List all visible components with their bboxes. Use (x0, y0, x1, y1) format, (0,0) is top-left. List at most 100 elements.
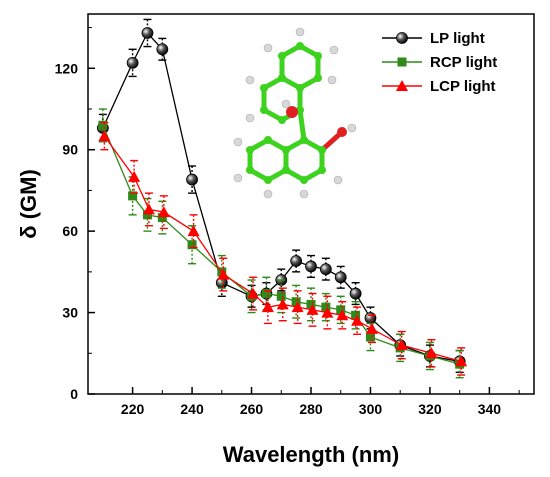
carbon-atom (314, 74, 322, 82)
y-tick-label: 0 (70, 386, 78, 402)
data-point (291, 301, 304, 313)
carbon-atom (278, 52, 286, 60)
carbon-atom (282, 146, 290, 154)
carbon-atom (296, 42, 304, 50)
x-tick-label: 260 (240, 401, 264, 417)
carbon-atom (264, 176, 272, 184)
carbon-atom (246, 146, 254, 154)
hydrogen-atom (333, 175, 343, 185)
data-point (336, 309, 349, 321)
hydrogen-atom (233, 173, 243, 183)
hydrogen-atom (245, 113, 255, 123)
hydrogen-atom (263, 43, 273, 53)
data-point (291, 297, 301, 307)
data-point (142, 210, 152, 220)
data-point (290, 255, 303, 267)
data-point (319, 263, 332, 276)
data-point (98, 120, 108, 130)
x-tick-label: 240 (180, 401, 204, 417)
y-tick-label: 60 (62, 223, 78, 239)
legend-marker (397, 57, 407, 67)
carbon-atom (318, 166, 326, 174)
data-point (306, 299, 316, 309)
hydrogen-atom (245, 75, 255, 85)
x-tick-label: 220 (121, 401, 145, 417)
legend-marker (396, 32, 408, 44)
carbon-atom (300, 176, 308, 184)
hydrogen-atom (299, 189, 309, 199)
data-point (395, 339, 408, 351)
hydrogen-atom (329, 45, 339, 55)
carbon-atom (260, 84, 268, 92)
bond (297, 107, 307, 143)
legend: LP light RCP light LCP light (376, 22, 526, 104)
data-point (156, 43, 169, 56)
data-point (351, 310, 361, 320)
hydrogen-atom (295, 27, 305, 37)
data-point (128, 170, 141, 182)
x-tick-label: 340 (478, 401, 502, 417)
carbon-atom (282, 166, 290, 174)
data-point (321, 302, 331, 312)
x-tick-label: 280 (299, 401, 323, 417)
data-point (217, 268, 230, 280)
data-point (126, 56, 139, 69)
hydrogen-atom (233, 137, 243, 147)
data-point (157, 206, 170, 218)
data-point (276, 298, 289, 310)
hydrogen-atom (281, 99, 291, 109)
data-point (128, 191, 138, 201)
data-point (305, 260, 317, 273)
data-point (365, 322, 378, 334)
oxygen-atom (337, 127, 347, 137)
x-tick-label: 320 (418, 401, 442, 417)
carbon-atom (264, 136, 272, 144)
data-point (261, 289, 271, 299)
data-point (141, 27, 154, 39)
data-point (349, 287, 362, 300)
x-tick-label: 300 (359, 401, 383, 417)
data-point (365, 332, 375, 342)
data-point (261, 301, 274, 313)
data-point (321, 306, 334, 318)
carbon-atom (314, 52, 322, 60)
data-point (364, 312, 377, 324)
carbon-atom (260, 106, 268, 114)
y-tick-label: 90 (62, 142, 78, 158)
data-point (306, 303, 319, 315)
series-layer (96, 18, 468, 379)
x-axis-title: Wavelength (nm) (223, 442, 399, 467)
data-point (98, 130, 111, 142)
hydrogen-atom (327, 75, 337, 85)
legend-label: LP light (430, 30, 485, 47)
data-point (455, 355, 468, 367)
legend-label: LCP light (430, 78, 496, 95)
data-point (187, 225, 200, 237)
molecule-illustration (233, 27, 357, 199)
carbon-atom (296, 84, 304, 92)
hydrogen-atom (347, 123, 357, 133)
series-lcp-light (98, 121, 468, 376)
carbon-atom (278, 116, 286, 124)
series-line (102, 125, 460, 365)
data-point (351, 314, 364, 326)
data-point (334, 271, 347, 284)
data-point (247, 287, 260, 299)
data-point (336, 305, 346, 315)
carbon-atom (318, 146, 326, 154)
y-tick-label: 30 (62, 305, 78, 321)
legend-marker (396, 80, 408, 91)
oxygen-atom (286, 106, 298, 118)
data-point (157, 213, 167, 223)
data-point (425, 347, 438, 359)
carbon-atom (300, 136, 308, 144)
axes: 220 240 260 280 300 320 340 0 30 60 90 120 (55, 27, 520, 417)
y-axis-title: δ (GM) (16, 169, 41, 239)
data-point (187, 240, 197, 250)
data-point (276, 291, 286, 301)
y-tick-label: 120 (55, 60, 79, 76)
data-point (186, 173, 198, 186)
hydrogen-atom (263, 189, 273, 199)
carbon-atom (246, 166, 254, 174)
